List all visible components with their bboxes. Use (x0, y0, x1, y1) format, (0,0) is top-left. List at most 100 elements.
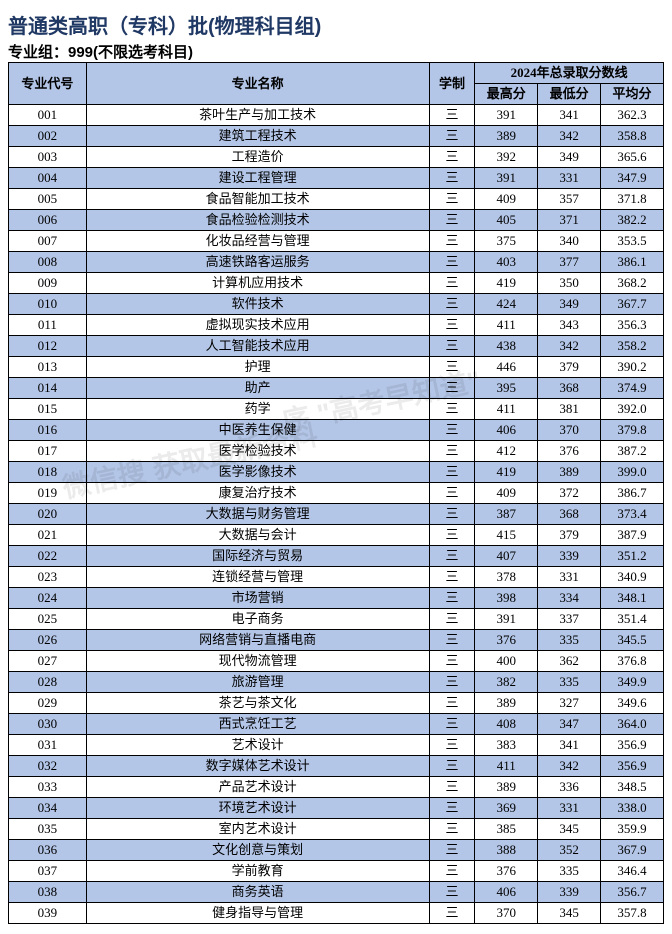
cell-min: 334 (538, 588, 601, 609)
cell-code: 010 (9, 294, 87, 315)
cell-code: 039 (9, 903, 87, 924)
table-row: 027现代物流管理三400362376.8 (9, 651, 664, 672)
cell-code: 020 (9, 504, 87, 525)
cell-avg: 379.8 (601, 420, 664, 441)
cell-avg: 359.9 (601, 819, 664, 840)
cell-system: 三 (429, 630, 475, 651)
table-row: 034环境艺术设计三369331338.0 (9, 798, 664, 819)
cell-avg: 349.6 (601, 693, 664, 714)
cell-name: 康复治疗技术 (86, 483, 429, 504)
cell-system: 三 (429, 525, 475, 546)
cell-code: 009 (9, 273, 87, 294)
cell-max: 378 (475, 567, 538, 588)
header-name: 专业名称 (86, 63, 429, 105)
cell-min: 341 (538, 735, 601, 756)
cell-system: 三 (429, 777, 475, 798)
cell-avg: 373.4 (601, 504, 664, 525)
cell-avg: 374.9 (601, 378, 664, 399)
cell-system: 三 (429, 693, 475, 714)
cell-avg: 338.0 (601, 798, 664, 819)
table-row: 011虚拟现实技术应用三411343356.3 (9, 315, 664, 336)
cell-min: 336 (538, 777, 601, 798)
cell-min: 352 (538, 840, 601, 861)
cell-code: 033 (9, 777, 87, 798)
header-min: 最低分 (538, 84, 601, 105)
cell-avg: 348.5 (601, 777, 664, 798)
table-header: 专业代号 专业名称 学制 2024年总录取分数线 最高分 最低分 平均分 (9, 63, 664, 105)
cell-max: 382 (475, 672, 538, 693)
cell-name: 西式烹饪工艺 (86, 714, 429, 735)
cell-max: 391 (475, 609, 538, 630)
cell-max: 389 (475, 777, 538, 798)
cell-name: 医学影像技术 (86, 462, 429, 483)
cell-min: 342 (538, 756, 601, 777)
table-row: 001茶叶生产与加工技术三391341362.3 (9, 105, 664, 126)
cell-avg: 386.7 (601, 483, 664, 504)
table-row: 038商务英语三406339356.7 (9, 882, 664, 903)
cell-name: 连锁经营与管理 (86, 567, 429, 588)
page-title: 普通类高职（专科）批(物理科目组) (8, 10, 664, 39)
cell-avg: 399.0 (601, 462, 664, 483)
cell-system: 三 (429, 336, 475, 357)
cell-min: 345 (538, 819, 601, 840)
cell-name: 药学 (86, 399, 429, 420)
cell-name: 网络营销与直播电商 (86, 630, 429, 651)
cell-system: 三 (429, 504, 475, 525)
cell-max: 411 (475, 315, 538, 336)
cell-avg: 347.9 (601, 168, 664, 189)
cell-max: 391 (475, 105, 538, 126)
cell-name: 艺术设计 (86, 735, 429, 756)
cell-name: 人工智能技术应用 (86, 336, 429, 357)
cell-code: 029 (9, 693, 87, 714)
cell-code: 004 (9, 168, 87, 189)
table-row: 033产品艺术设计三389336348.5 (9, 777, 664, 798)
table-row: 020大数据与财务管理三387368373.4 (9, 504, 664, 525)
cell-min: 331 (538, 798, 601, 819)
cell-avg: 346.4 (601, 861, 664, 882)
cell-avg: 356.3 (601, 315, 664, 336)
cell-min: 340 (538, 231, 601, 252)
cell-system: 三 (429, 441, 475, 462)
cell-max: 409 (475, 483, 538, 504)
table-row: 039健身指导与管理三370345357.8 (9, 903, 664, 924)
table-row: 037学前教育三376335346.4 (9, 861, 664, 882)
cell-min: 337 (538, 609, 601, 630)
cell-max: 385 (475, 819, 538, 840)
cell-name: 茶艺与茶文化 (86, 693, 429, 714)
cell-name: 中医养生保健 (86, 420, 429, 441)
cell-max: 407 (475, 546, 538, 567)
cell-min: 331 (538, 567, 601, 588)
cell-system: 三 (429, 588, 475, 609)
cell-code: 012 (9, 336, 87, 357)
table-row: 008高速铁路客运服务三403377386.1 (9, 252, 664, 273)
table-row: 021大数据与会计三415379387.9 (9, 525, 664, 546)
cell-min: 389 (538, 462, 601, 483)
cell-system: 三 (429, 651, 475, 672)
cell-min: 327 (538, 693, 601, 714)
cell-max: 412 (475, 441, 538, 462)
cell-system: 三 (429, 294, 475, 315)
cell-max: 406 (475, 882, 538, 903)
cell-system: 三 (429, 756, 475, 777)
cell-avg: 392.0 (601, 399, 664, 420)
cell-max: 389 (475, 126, 538, 147)
table-row: 007化妆品经营与管理三375340353.5 (9, 231, 664, 252)
table-row: 009计算机应用技术三419350368.2 (9, 273, 664, 294)
cell-code: 026 (9, 630, 87, 651)
cell-max: 398 (475, 588, 538, 609)
cell-min: 335 (538, 630, 601, 651)
cell-name: 现代物流管理 (86, 651, 429, 672)
cell-code: 022 (9, 546, 87, 567)
cell-code: 038 (9, 882, 87, 903)
cell-min: 342 (538, 126, 601, 147)
cell-code: 018 (9, 462, 87, 483)
cell-avg: 358.2 (601, 336, 664, 357)
cell-system: 三 (429, 567, 475, 588)
cell-max: 400 (475, 651, 538, 672)
cell-code: 007 (9, 231, 87, 252)
table-row: 017医学检验技术三412376387.2 (9, 441, 664, 462)
cell-system: 三 (429, 903, 475, 924)
cell-code: 005 (9, 189, 87, 210)
cell-avg: 367.9 (601, 840, 664, 861)
cell-avg: 367.7 (601, 294, 664, 315)
